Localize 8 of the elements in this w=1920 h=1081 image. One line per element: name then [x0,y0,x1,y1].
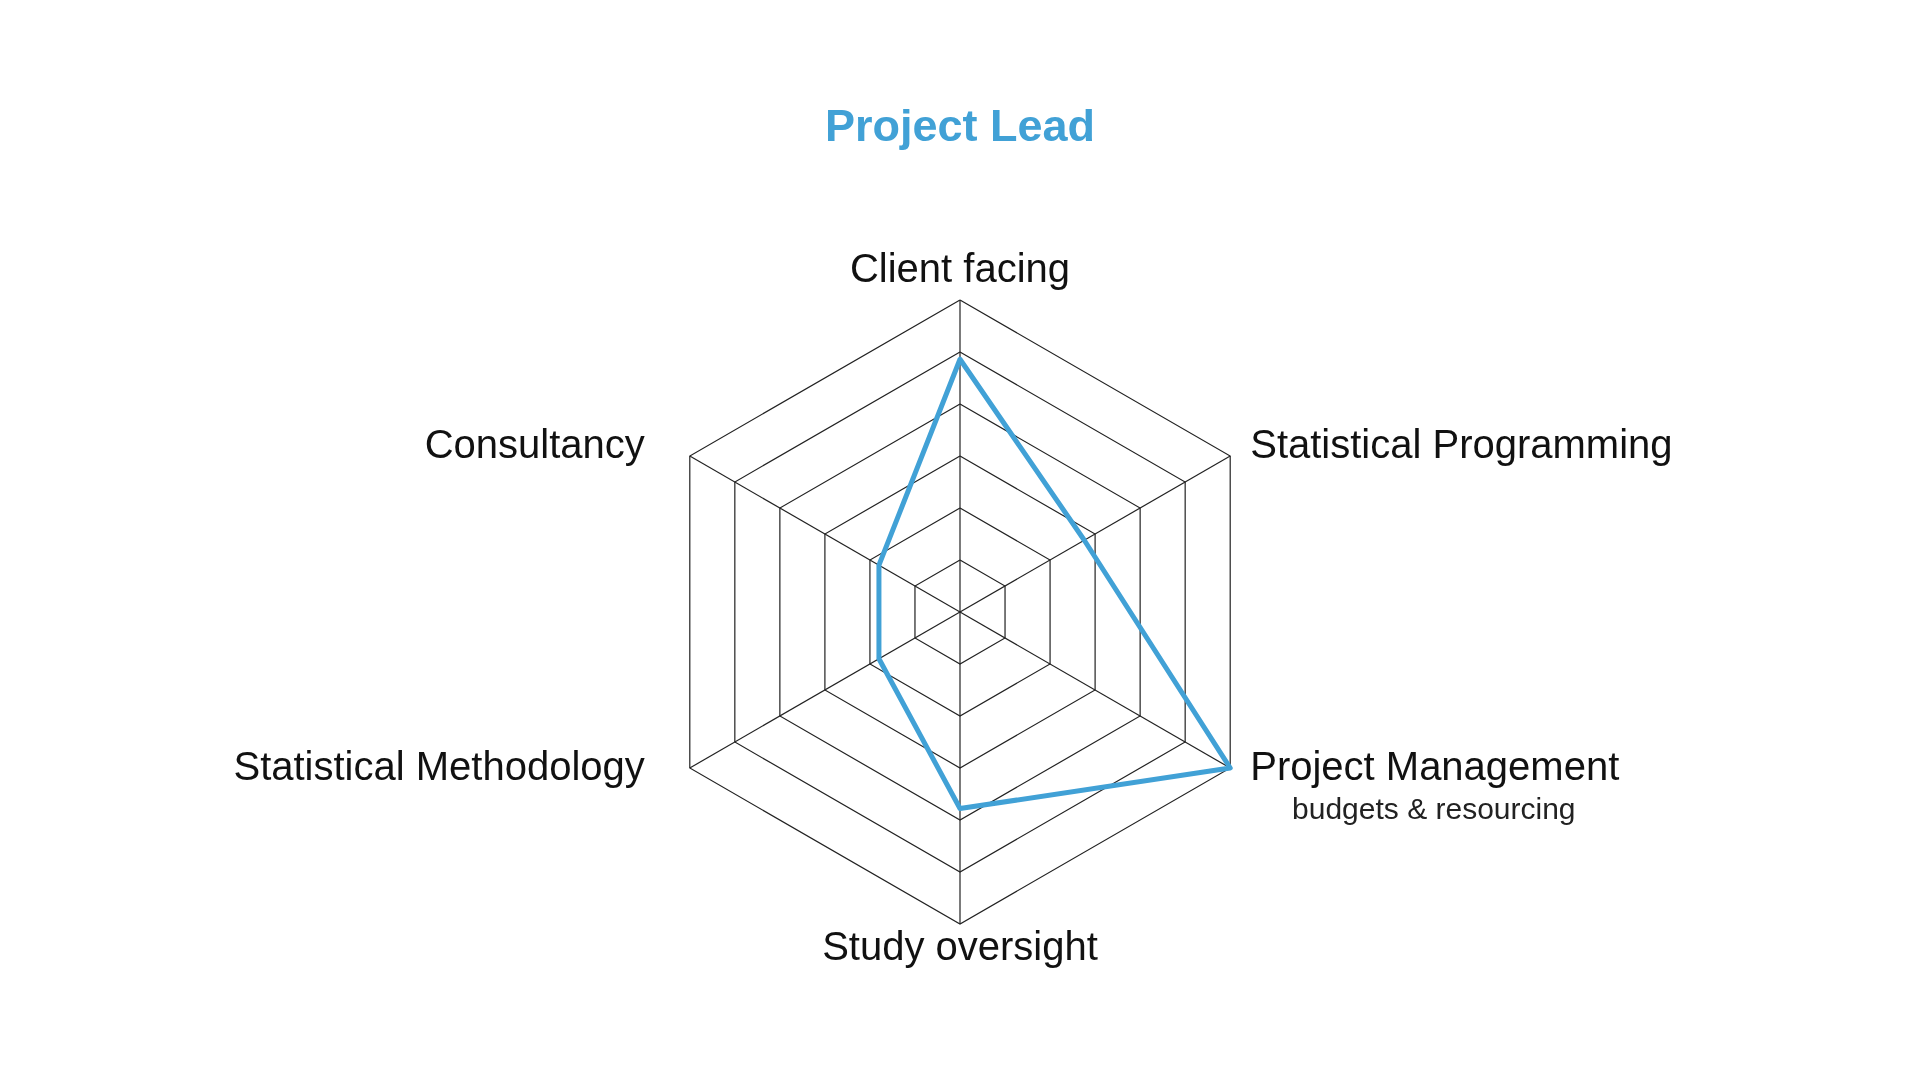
spoke-label: Statistical Methodology [233,744,645,788]
spoke-label: Statistical Programming [1250,422,1673,466]
spoke-label: Client facing [849,246,1071,290]
chart-title: Project Lead [824,100,1096,151]
spoke-label: Study oversight [822,924,1098,968]
spoke-label: Project Management [1250,744,1620,788]
text: budgets & resourcing [1292,792,1576,825]
spoke-label: Consultancy [424,422,645,466]
